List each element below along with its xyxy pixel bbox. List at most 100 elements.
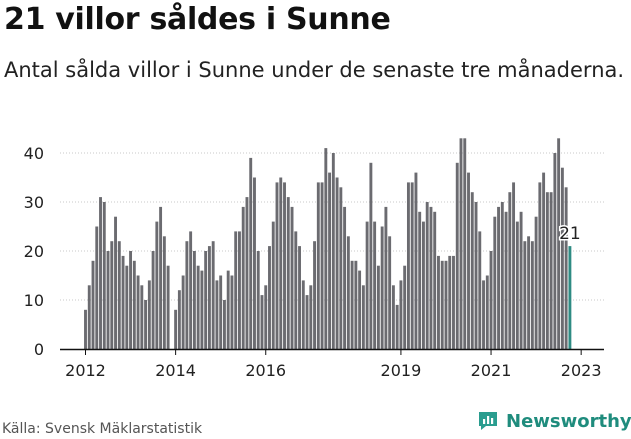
bar	[448, 255, 452, 349]
bar	[500, 202, 504, 349]
bar	[286, 197, 290, 349]
bar	[343, 206, 347, 349]
bar	[238, 231, 241, 349]
bar	[354, 260, 358, 349]
bar	[425, 202, 429, 349]
bar	[365, 221, 369, 349]
bar	[373, 221, 377, 349]
source-note: Källa: Svensk Mäklarstatistik	[2, 421, 203, 437]
bar	[294, 231, 298, 349]
bar	[474, 202, 478, 349]
bar	[504, 211, 508, 349]
bar	[91, 260, 95, 349]
bar	[346, 236, 350, 349]
bar	[410, 182, 414, 349]
bar	[200, 270, 204, 349]
bar	[440, 260, 444, 349]
bar	[512, 182, 516, 349]
bar	[305, 295, 309, 349]
y-tick-label: 0	[34, 340, 44, 359]
bar	[166, 265, 170, 349]
bar	[275, 182, 279, 349]
bar	[489, 251, 493, 349]
bar	[192, 251, 196, 349]
bar	[376, 265, 380, 349]
bar	[422, 221, 425, 349]
bar	[230, 275, 234, 349]
bar	[264, 285, 268, 349]
bar	[467, 172, 470, 349]
bar	[553, 153, 557, 349]
bar	[403, 265, 407, 349]
bar	[283, 182, 286, 349]
bar	[534, 216, 538, 349]
page-title: 21 villor såldes i Sunne	[4, 2, 391, 37]
bar	[549, 192, 553, 349]
bar	[459, 138, 463, 349]
bar	[151, 251, 155, 349]
bar	[497, 206, 500, 349]
bar	[369, 162, 373, 349]
bar	[358, 270, 362, 349]
bar	[136, 275, 140, 349]
bar	[478, 231, 482, 349]
bar	[313, 241, 317, 349]
bar	[140, 285, 144, 349]
bar	[433, 211, 437, 349]
bar	[335, 177, 339, 349]
bar	[249, 157, 253, 349]
brand-name: Newsworthy	[506, 410, 631, 432]
bar	[320, 182, 324, 349]
bar	[84, 309, 87, 349]
bar	[418, 211, 422, 349]
bar	[444, 260, 448, 349]
bar	[523, 241, 527, 349]
bar	[455, 162, 459, 349]
bar	[102, 202, 106, 349]
bar	[482, 280, 485, 349]
bar	[177, 290, 181, 349]
bar	[226, 270, 230, 349]
bar	[147, 280, 151, 349]
bar	[132, 260, 136, 349]
x-axis-labels: 2012 2014 2016 2019 2021 2023	[65, 349, 602, 380]
bar-series	[84, 138, 572, 349]
bar	[99, 197, 102, 349]
newsworthy-logo-icon	[479, 412, 497, 430]
bar	[196, 265, 200, 349]
bar	[185, 241, 189, 349]
bar	[388, 236, 392, 349]
bar	[324, 148, 328, 349]
bar	[129, 251, 133, 349]
bar	[204, 251, 208, 349]
bar	[560, 167, 564, 349]
bar	[174, 309, 178, 349]
bar	[470, 192, 474, 349]
bar	[117, 241, 121, 349]
bar	[463, 138, 467, 349]
x-tick-label: 2012	[65, 361, 106, 380]
bar	[155, 221, 159, 349]
bar	[384, 206, 388, 349]
bar	[256, 251, 260, 349]
bar	[568, 246, 572, 349]
bar	[189, 231, 193, 349]
bar	[429, 206, 433, 349]
bar	[298, 246, 301, 349]
x-tick-label: 2016	[245, 361, 286, 380]
bar	[545, 192, 549, 349]
x-tick-label: 2014	[155, 361, 196, 380]
bar	[493, 216, 497, 349]
bar	[234, 231, 238, 349]
bar	[125, 265, 129, 349]
bar	[406, 182, 410, 349]
bar	[121, 255, 125, 349]
y-tick-label: 40	[24, 144, 44, 163]
bar	[316, 182, 320, 349]
bar	[361, 285, 365, 349]
bar	[395, 304, 399, 349]
y-tick-label: 20	[24, 242, 44, 261]
bar	[241, 206, 245, 349]
bar	[245, 197, 249, 349]
